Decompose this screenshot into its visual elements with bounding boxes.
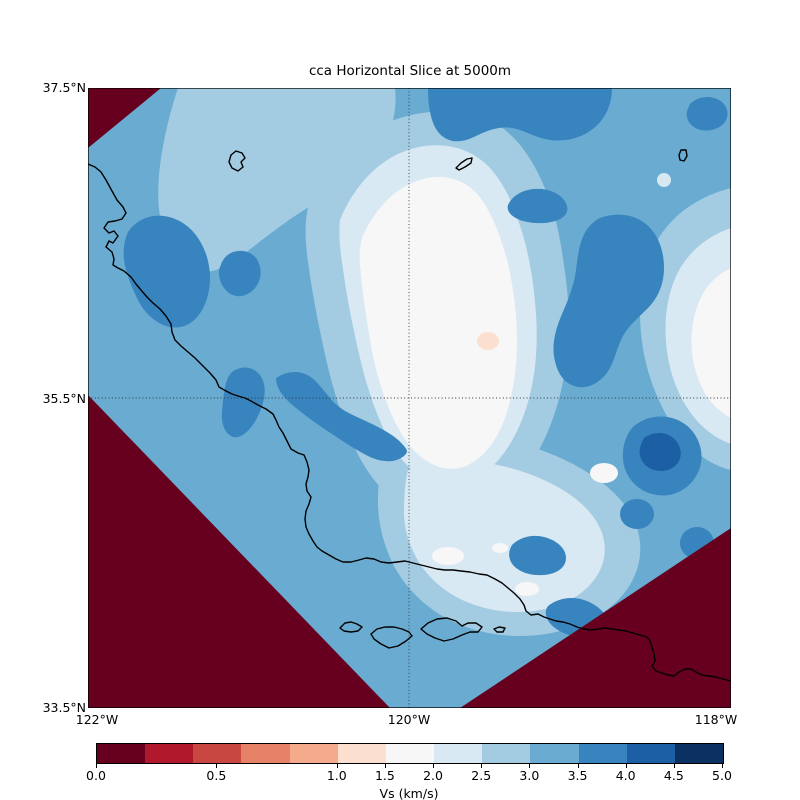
grid-lines <box>88 88 731 708</box>
colorbar-tick-label: 0.0 <box>86 768 106 783</box>
colorbar-tick-label: 5.0 <box>712 768 732 783</box>
colorbar-segment-4.5-5 <box>674 744 724 763</box>
colorbar-segment-2.5-3 <box>482 744 531 763</box>
colorbar-tick-label: 2.5 <box>471 768 492 783</box>
colorbar-segment-3.5-4 <box>578 744 627 763</box>
colorbar-tick-label: 1.0 <box>326 768 347 783</box>
y-tick-label-35.5N: 35.5°N <box>42 391 86 406</box>
colorbar-segment-0.2-0.4 <box>145 744 194 763</box>
velocity-band-1.5-2.0 <box>359 176 731 596</box>
y-tick-label-33.5N: 33.5°N <box>42 700 86 715</box>
x-tick-label-120W: 120°W <box>387 712 431 727</box>
inland-contour <box>228 150 246 172</box>
colorbar-tick <box>481 764 483 768</box>
colorbar-tick <box>336 764 338 768</box>
colorbar-segment-0.4-0.6 <box>193 744 242 763</box>
colorbar-tick <box>96 764 97 768</box>
colorbar-label: Vs (km/s) <box>379 786 439 800</box>
x-tick-label-122W: 122°W <box>75 712 119 727</box>
colorbar-tick-label: 4.0 <box>615 768 636 783</box>
colorbar-segment-2-2.5 <box>434 744 483 763</box>
y-tick-label-37.5N: 37.5°N <box>42 80 86 95</box>
colorbar-tick <box>529 764 531 768</box>
channel-islands <box>339 621 363 633</box>
colorbar-tick <box>384 764 386 768</box>
low-velocity-spot <box>477 332 499 350</box>
colorbar-tick-label: 3.5 <box>567 768 588 783</box>
chart-title: cca Horizontal Slice at 5000m <box>308 63 512 79</box>
colorbar-tick-label: 4.5 <box>663 768 684 783</box>
colorbar-segment-1.5-2 <box>385 744 435 763</box>
velocity-band-4.0-4.5 <box>639 432 681 471</box>
colorbar-tick <box>625 764 627 768</box>
colorbar-tick <box>433 764 435 768</box>
colorbar-segment-0-0.2 <box>97 744 146 763</box>
colorbar-segment-3-3.5 <box>530 744 579 763</box>
colorbar-tick <box>216 764 218 768</box>
colorbar-tick <box>577 764 579 768</box>
colorbar-tick <box>673 764 675 768</box>
colorbar-tick <box>722 764 723 768</box>
coastline <box>88 149 731 682</box>
colorbar-segment-0.8-1 <box>289 744 338 763</box>
colorbar-tick-label: 0.5 <box>206 768 227 783</box>
colorbar <box>96 743 724 764</box>
colorbar-tick-label: 1.5 <box>374 768 395 783</box>
colorbar-segment-1-1.5 <box>337 744 386 763</box>
map-plot <box>88 88 731 708</box>
colorbar-segment-4-4.5 <box>626 744 675 763</box>
colorbar-segment-0.6-0.8 <box>241 744 290 763</box>
out-of-domain-mask <box>88 88 731 708</box>
colorbar-tick-label: 2.0 <box>423 768 443 783</box>
x-tick-label-118W: 118°W <box>694 712 738 727</box>
colorbar-tick-label: 3.0 <box>519 768 540 783</box>
velocity-band-3.5-4.0 <box>123 88 728 638</box>
